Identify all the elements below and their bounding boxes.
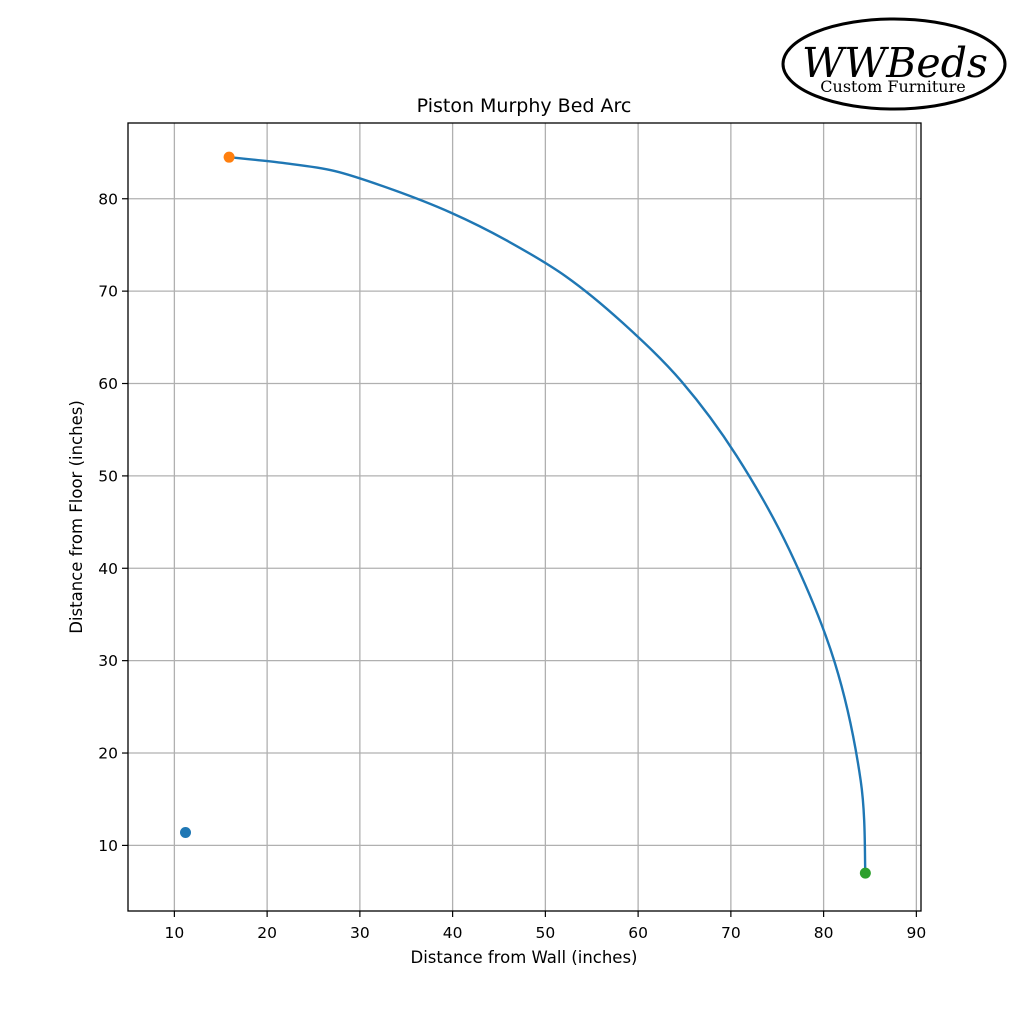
- x-tick-label: 40: [443, 924, 463, 942]
- x-tick-label: 30: [350, 924, 370, 942]
- logo-ellipse: [781, 17, 1007, 111]
- x-tick-label: 90: [906, 924, 926, 942]
- y-tick-label: 40: [98, 560, 118, 578]
- x-tick-label: 60: [628, 924, 648, 942]
- y-tick-label: 80: [98, 190, 118, 208]
- axis-ticks: 10 20 30 40 50 60 70 80 90 10 20 30 40 50 60 70 80: [98, 190, 926, 942]
- scatter-point: [223, 151, 235, 163]
- y-tick-label: 60: [98, 375, 118, 393]
- wwbeds-logo: WWBeds Custom Furniture: [781, 17, 1007, 111]
- x-tick-label: 10: [165, 924, 185, 942]
- scatter-point: [180, 826, 192, 838]
- y-tick-label: 50: [98, 467, 118, 485]
- arc-line: [227, 155, 867, 875]
- logo-name: WWBeds: [802, 39, 988, 87]
- plot-marks: [180, 151, 871, 879]
- y-tick-label: 20: [98, 745, 118, 763]
- y-tick-label: 10: [98, 837, 118, 855]
- y-tick-label: 70: [98, 283, 118, 301]
- y-axis-label: Distance from Floor (inches): [67, 400, 86, 634]
- x-tick-label: 50: [536, 924, 556, 942]
- scatter-point: [859, 867, 871, 879]
- chart-title: Piston Murphy Bed Arc: [417, 95, 632, 117]
- x-tick-label: 20: [257, 924, 277, 942]
- grid: [128, 123, 921, 911]
- x-tick-label: 80: [814, 924, 834, 942]
- logo-tagline: Custom Furniture: [820, 77, 965, 96]
- plot-frame: [127, 122, 922, 912]
- y-tick-label: 30: [98, 652, 118, 670]
- x-axis-label: Distance from Wall (inches): [410, 948, 637, 967]
- x-tick-label: 70: [721, 924, 741, 942]
